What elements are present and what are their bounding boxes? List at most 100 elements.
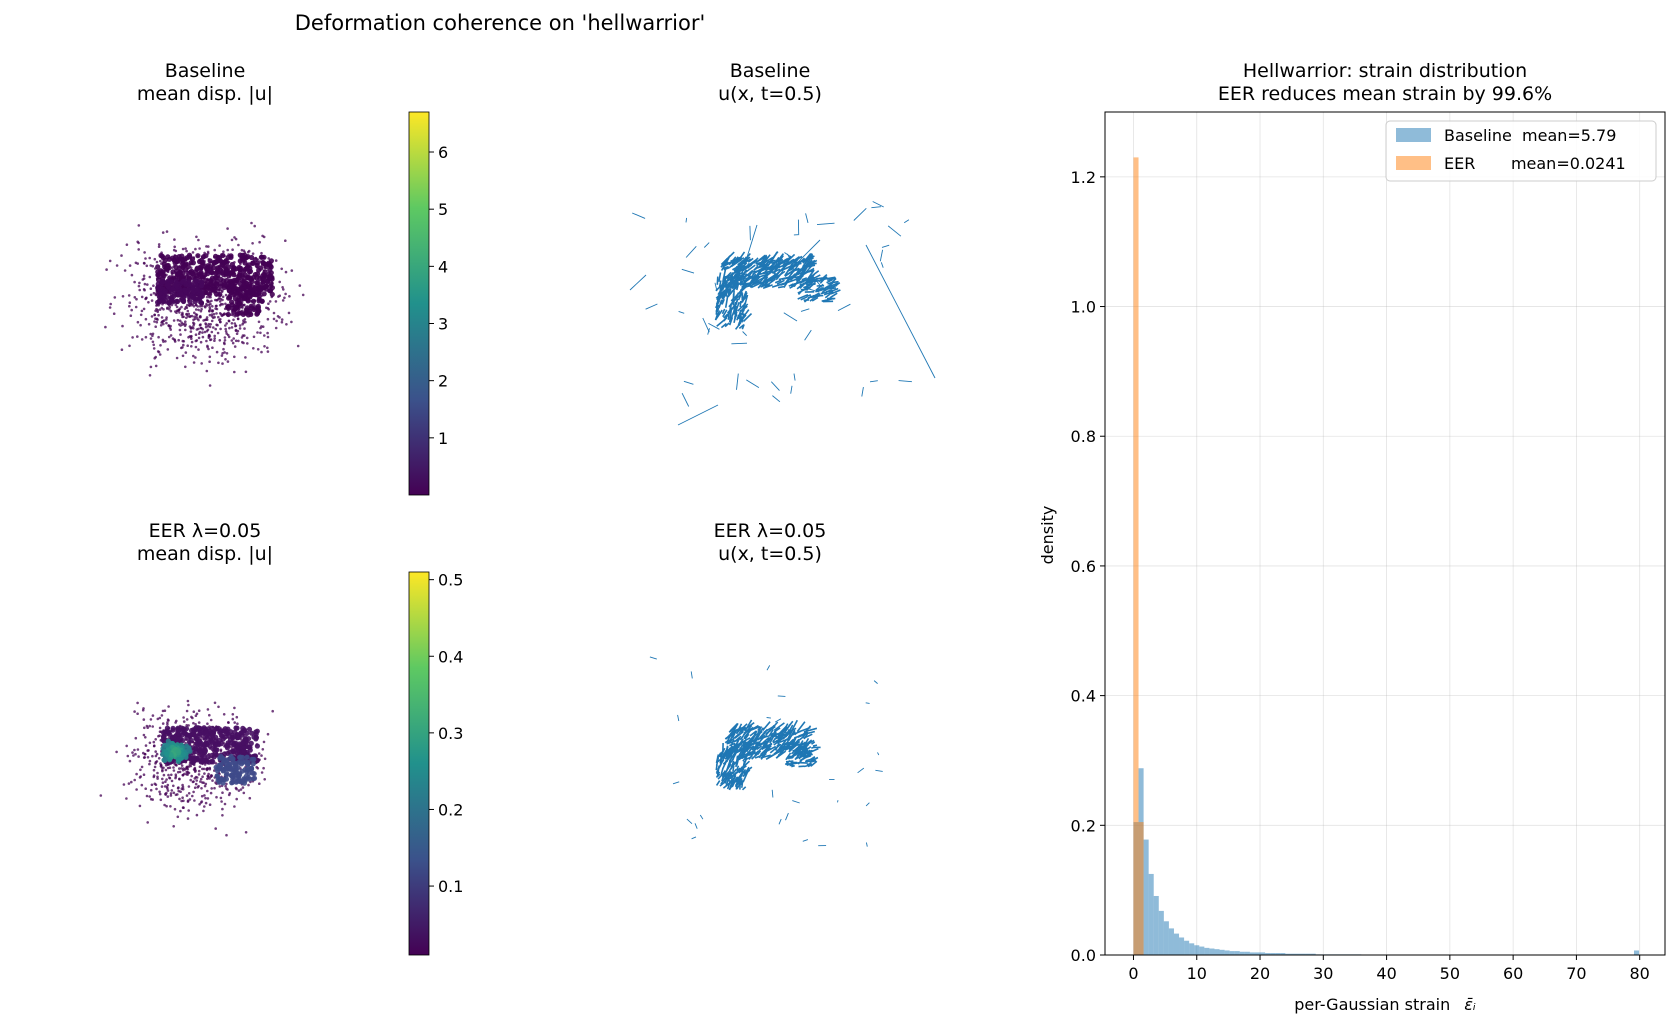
vector-arrow	[725, 775, 730, 786]
scatter-point	[225, 332, 228, 335]
scatter-point	[113, 296, 117, 299]
scatter-point	[146, 821, 149, 824]
scatter-point	[140, 783, 144, 787]
vector-arrow	[804, 282, 813, 290]
scatter-point	[135, 772, 138, 776]
histogram-bar-baseline	[1163, 921, 1169, 955]
scatter-point	[197, 743, 203, 749]
scatter-point	[197, 721, 201, 724]
scatter-point	[177, 338, 180, 342]
scatter-point	[196, 786, 200, 789]
scatter-point	[213, 259, 219, 265]
eer-colorbar: 0.1 0.2 0.3 0.4 0.5	[408, 571, 463, 956]
scatter-point	[157, 245, 161, 248]
vector-arrow	[757, 742, 767, 753]
vector-arrow	[729, 722, 739, 732]
scatter-point	[152, 768, 156, 772]
scatter-point	[139, 775, 142, 778]
histogram-title-line2: EER reduces mean strain by 99.6%	[1218, 83, 1552, 105]
vector-arrow	[757, 730, 767, 740]
scatter-point	[261, 291, 267, 297]
scatter-point	[206, 708, 210, 711]
scatter-point	[142, 307, 146, 311]
scatter-point	[206, 777, 209, 781]
vector-arrow	[734, 743, 740, 755]
vector-arrow	[809, 297, 814, 302]
scatter-point	[268, 300, 272, 303]
scatter-point	[171, 257, 177, 263]
scatter-point	[202, 735, 208, 741]
vector-arrow	[822, 286, 831, 290]
scatter-point	[224, 277, 230, 284]
vector-arrow	[742, 313, 753, 323]
scatter-point	[148, 741, 152, 745]
scatter-point	[143, 251, 146, 254]
vector-arrow	[739, 300, 742, 308]
scatter-point	[259, 254, 265, 260]
scatter-point	[170, 299, 176, 305]
scatter-point	[134, 305, 138, 309]
scatter-point	[155, 320, 159, 324]
scatter-point	[181, 313, 184, 316]
vector-arrow	[760, 754, 772, 759]
scatter-point	[224, 759, 230, 765]
scatter-point	[288, 295, 291, 298]
scatter-point	[258, 240, 261, 244]
scatter-point	[152, 740, 156, 744]
scatter-point	[173, 807, 177, 811]
scatter-point	[221, 298, 224, 302]
vector-arrow	[771, 265, 781, 271]
scatter-point	[244, 831, 248, 834]
vector-arrow	[768, 265, 779, 271]
vector-arrow	[769, 274, 779, 282]
scatter-point	[155, 307, 158, 311]
vector-arrow	[749, 730, 757, 737]
scatter-point	[267, 257, 271, 260]
scatter-point	[173, 245, 176, 249]
scatter-point	[158, 308, 162, 311]
vector-arrow	[734, 321, 742, 330]
scatter-point	[220, 354, 224, 357]
histogram-bar-baseline	[1143, 839, 1149, 955]
vector-arrow	[774, 253, 785, 265]
scatter-point	[146, 756, 150, 759]
scatter-point	[280, 320, 284, 324]
scatter-point	[219, 270, 225, 276]
scatter-point	[194, 339, 198, 343]
vector-arrow	[814, 278, 825, 291]
vector-arrow	[722, 274, 733, 286]
scatter-point	[184, 328, 187, 332]
vector-arrow	[734, 735, 742, 742]
scatter-point	[260, 350, 263, 354]
scatter-point	[121, 295, 125, 298]
scatter-point	[172, 319, 176, 322]
scatter-point	[127, 294, 131, 297]
vector-arrow	[738, 262, 748, 273]
scatter-point	[168, 305, 172, 309]
scatter-point	[169, 309, 173, 313]
scatter-point	[233, 370, 236, 374]
scatter-point	[143, 756, 146, 759]
scatter-point	[235, 787, 238, 791]
scatter-point	[197, 238, 200, 242]
vector-arrow	[785, 812, 789, 821]
scatter-point	[215, 307, 219, 311]
scatter-point	[220, 800, 223, 803]
y-tick-label: 0.0	[1071, 946, 1096, 965]
scatter-point	[192, 790, 195, 794]
scatter-point	[246, 250, 250, 254]
scatter-point	[185, 316, 188, 320]
histogram-bar-baseline	[1254, 952, 1261, 955]
scatter-point	[240, 336, 244, 339]
scatter-point	[158, 252, 164, 259]
vector-arrow	[733, 305, 738, 313]
scatter-point	[204, 323, 208, 326]
vector-arrow	[720, 322, 727, 329]
scatter-point	[207, 258, 213, 264]
eer-vec-title-line1: EER λ=0.05	[714, 520, 827, 542]
scatter-point	[185, 770, 188, 774]
scatter-point	[272, 317, 276, 321]
scatter-point	[209, 275, 215, 281]
scatter-point	[262, 740, 266, 744]
vector-arrow	[807, 764, 812, 768]
